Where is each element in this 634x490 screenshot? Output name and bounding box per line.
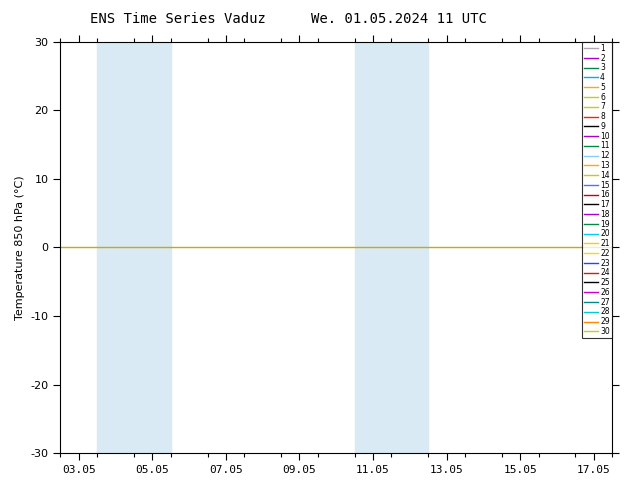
Legend: 1, 2, 3, 4, 5, 6, 7, 8, 9, 10, 11, 12, 13, 14, 15, 16, 17, 18, 19, 20, 21, 22, 2: 1, 2, 3, 4, 5, 6, 7, 8, 9, 10, 11, 12, 1… (581, 42, 612, 338)
Bar (134, 42, 171, 453)
Bar (391, 42, 428, 453)
Y-axis label: Temperature 850 hPa (°C): Temperature 850 hPa (°C) (15, 175, 25, 319)
Bar (97, 42, 134, 453)
Text: We. 01.05.2024 11 UTC: We. 01.05.2024 11 UTC (311, 12, 488, 26)
Text: ENS Time Series Vaduz: ENS Time Series Vaduz (89, 12, 266, 26)
Bar (354, 42, 391, 453)
